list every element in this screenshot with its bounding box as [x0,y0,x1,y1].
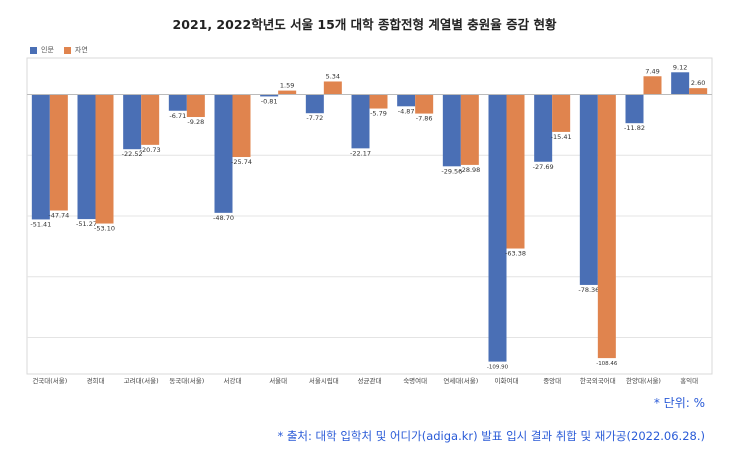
x-tick-label: 서강대 [224,376,242,385]
data-label: -53.10 [94,225,115,233]
data-label: -29.56 [441,167,462,175]
bar-series-1 [351,94,370,149]
data-label: -109.90 [487,365,509,371]
bar-series-2 [186,94,205,118]
x-tick-label: 중앙대 [543,377,561,385]
bar-series-1 [442,94,461,167]
x-tick-label: 한국외국어대 [580,376,616,385]
bar-series-2 [369,94,388,109]
data-label: -9.28 [187,118,204,126]
legend-item-series-2: 자연 [63,45,88,55]
x-tick-label: 연세대(서울) [443,376,478,385]
bar-series-1 [625,94,644,124]
x-tick-label: 이화여대 [495,376,519,385]
x-tick-label: 경희대 [87,376,105,385]
source-note: * 출처: 대학 입학처 및 어디가(adiga.kr) 발표 입시 결과 취합… [277,429,705,443]
bar-series-1 [123,94,142,150]
bar-series-2 [460,94,479,165]
data-label: -5.79 [370,110,387,118]
data-label: -0.81 [261,97,278,105]
legend: 인문 자연 [30,45,88,55]
data-label: -7.72 [306,114,323,122]
bar-series-1 [488,94,507,362]
bar-series-2 [323,81,342,95]
unit-note: * 단위: % [653,396,705,410]
x-tick-label: 서울대 [269,376,287,385]
bar-series-2 [506,94,525,249]
data-label: -47.74 [48,212,69,220]
bar-series-1 [214,94,233,213]
x-tick-label: 성균관대 [358,376,382,385]
x-tick-label: 한양대(서울) [626,376,661,385]
data-label: 7.49 [645,67,659,75]
bar-series-1 [168,94,187,111]
bar-series-2 [643,76,662,95]
data-label: -11.82 [624,124,645,132]
bar-series-2 [141,94,160,145]
data-label: 9.12 [673,63,687,71]
data-label: 5.34 [326,72,340,80]
data-label: 2.60 [691,79,705,87]
legend-swatch-series-2 [63,46,71,54]
bar-series-1 [671,72,690,95]
x-tick-label: 건국대(서울) [32,376,67,385]
data-label: -63.38 [505,250,526,258]
data-label: -7.86 [416,115,433,123]
data-label: -51.27 [76,220,97,228]
legend-label-series-2: 자연 [74,46,88,54]
data-label: -48.70 [213,214,234,222]
chart-title: 2021, 2022학년도 서울 15개 대학 종합전형 계열별 충원율 증감 … [172,17,557,32]
data-label: -27.69 [533,163,554,171]
bar-series-2 [278,90,297,95]
bar-series-2 [689,88,708,95]
x-tick-label: 서울시립대 [309,376,339,385]
bar-series-1 [534,94,553,162]
bar-series-1 [397,94,416,107]
bar-series-1 [77,94,96,220]
data-label: -25.74 [231,158,252,166]
x-tick-label: 숙명여대 [403,376,427,385]
data-label: -4.87 [398,107,415,115]
bar-series-1 [260,94,279,97]
data-label: -20.73 [140,146,161,154]
bar-series-2 [232,94,251,158]
data-label: -15.41 [551,133,572,141]
legend-swatch-series-1 [30,46,37,54]
legend-item-series-1: 인문 [30,45,54,55]
data-label: -22.52 [122,150,143,158]
x-tick-label: 동국대(서울) [169,376,204,385]
bar-series-1 [305,94,324,114]
bar-series-2 [49,94,68,211]
legend-label-series-1: 인문 [41,46,54,54]
data-label: -51.41 [30,220,51,228]
x-tick-label: 홍익대 [680,376,698,385]
data-label: -22.17 [350,149,371,157]
bar-series-2 [597,94,616,359]
bar-series-1 [579,94,598,285]
data-label: -78.36 [578,286,599,294]
bar-series-2 [415,94,434,114]
bar-series-2 [552,94,571,132]
data-label: -108.46 [596,361,618,367]
bar-series-1 [31,94,50,220]
data-label: -6.71 [169,112,186,120]
x-tick-label: 고려대(서울) [124,376,159,385]
data-label: 1.59 [280,82,294,90]
data-label: -28.98 [459,166,480,174]
bar-series-2 [95,94,114,224]
